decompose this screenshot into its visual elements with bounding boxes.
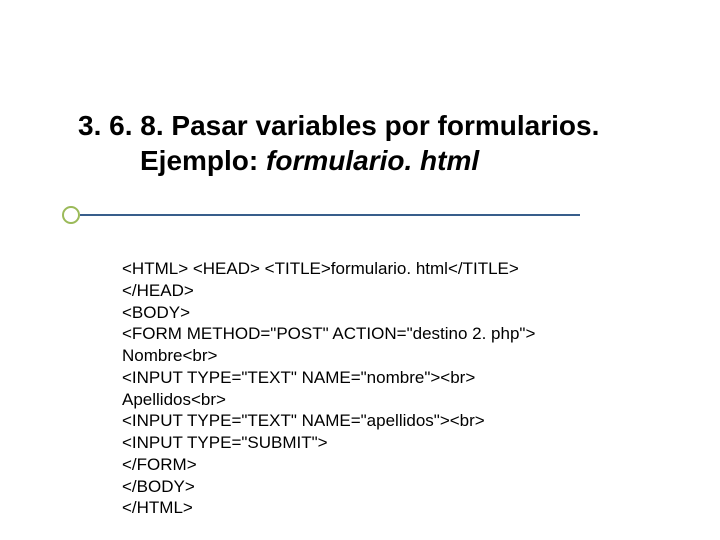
title-line-2: Ejemplo: formulario. html: [78, 143, 660, 178]
title-underline: [80, 214, 580, 216]
bullet-icon: [62, 206, 80, 224]
title-line-2-italic: formulario. html: [266, 145, 479, 176]
slide-title: 3. 6. 8. Pasar variables por formularios…: [78, 108, 660, 178]
title-line-2-prefix: Ejemplo:: [140, 145, 266, 176]
code-listing: <HTML> <HEAD> <TITLE>formulario. html</T…: [122, 258, 535, 519]
title-line-1: 3. 6. 8. Pasar variables por formularios…: [78, 108, 660, 143]
